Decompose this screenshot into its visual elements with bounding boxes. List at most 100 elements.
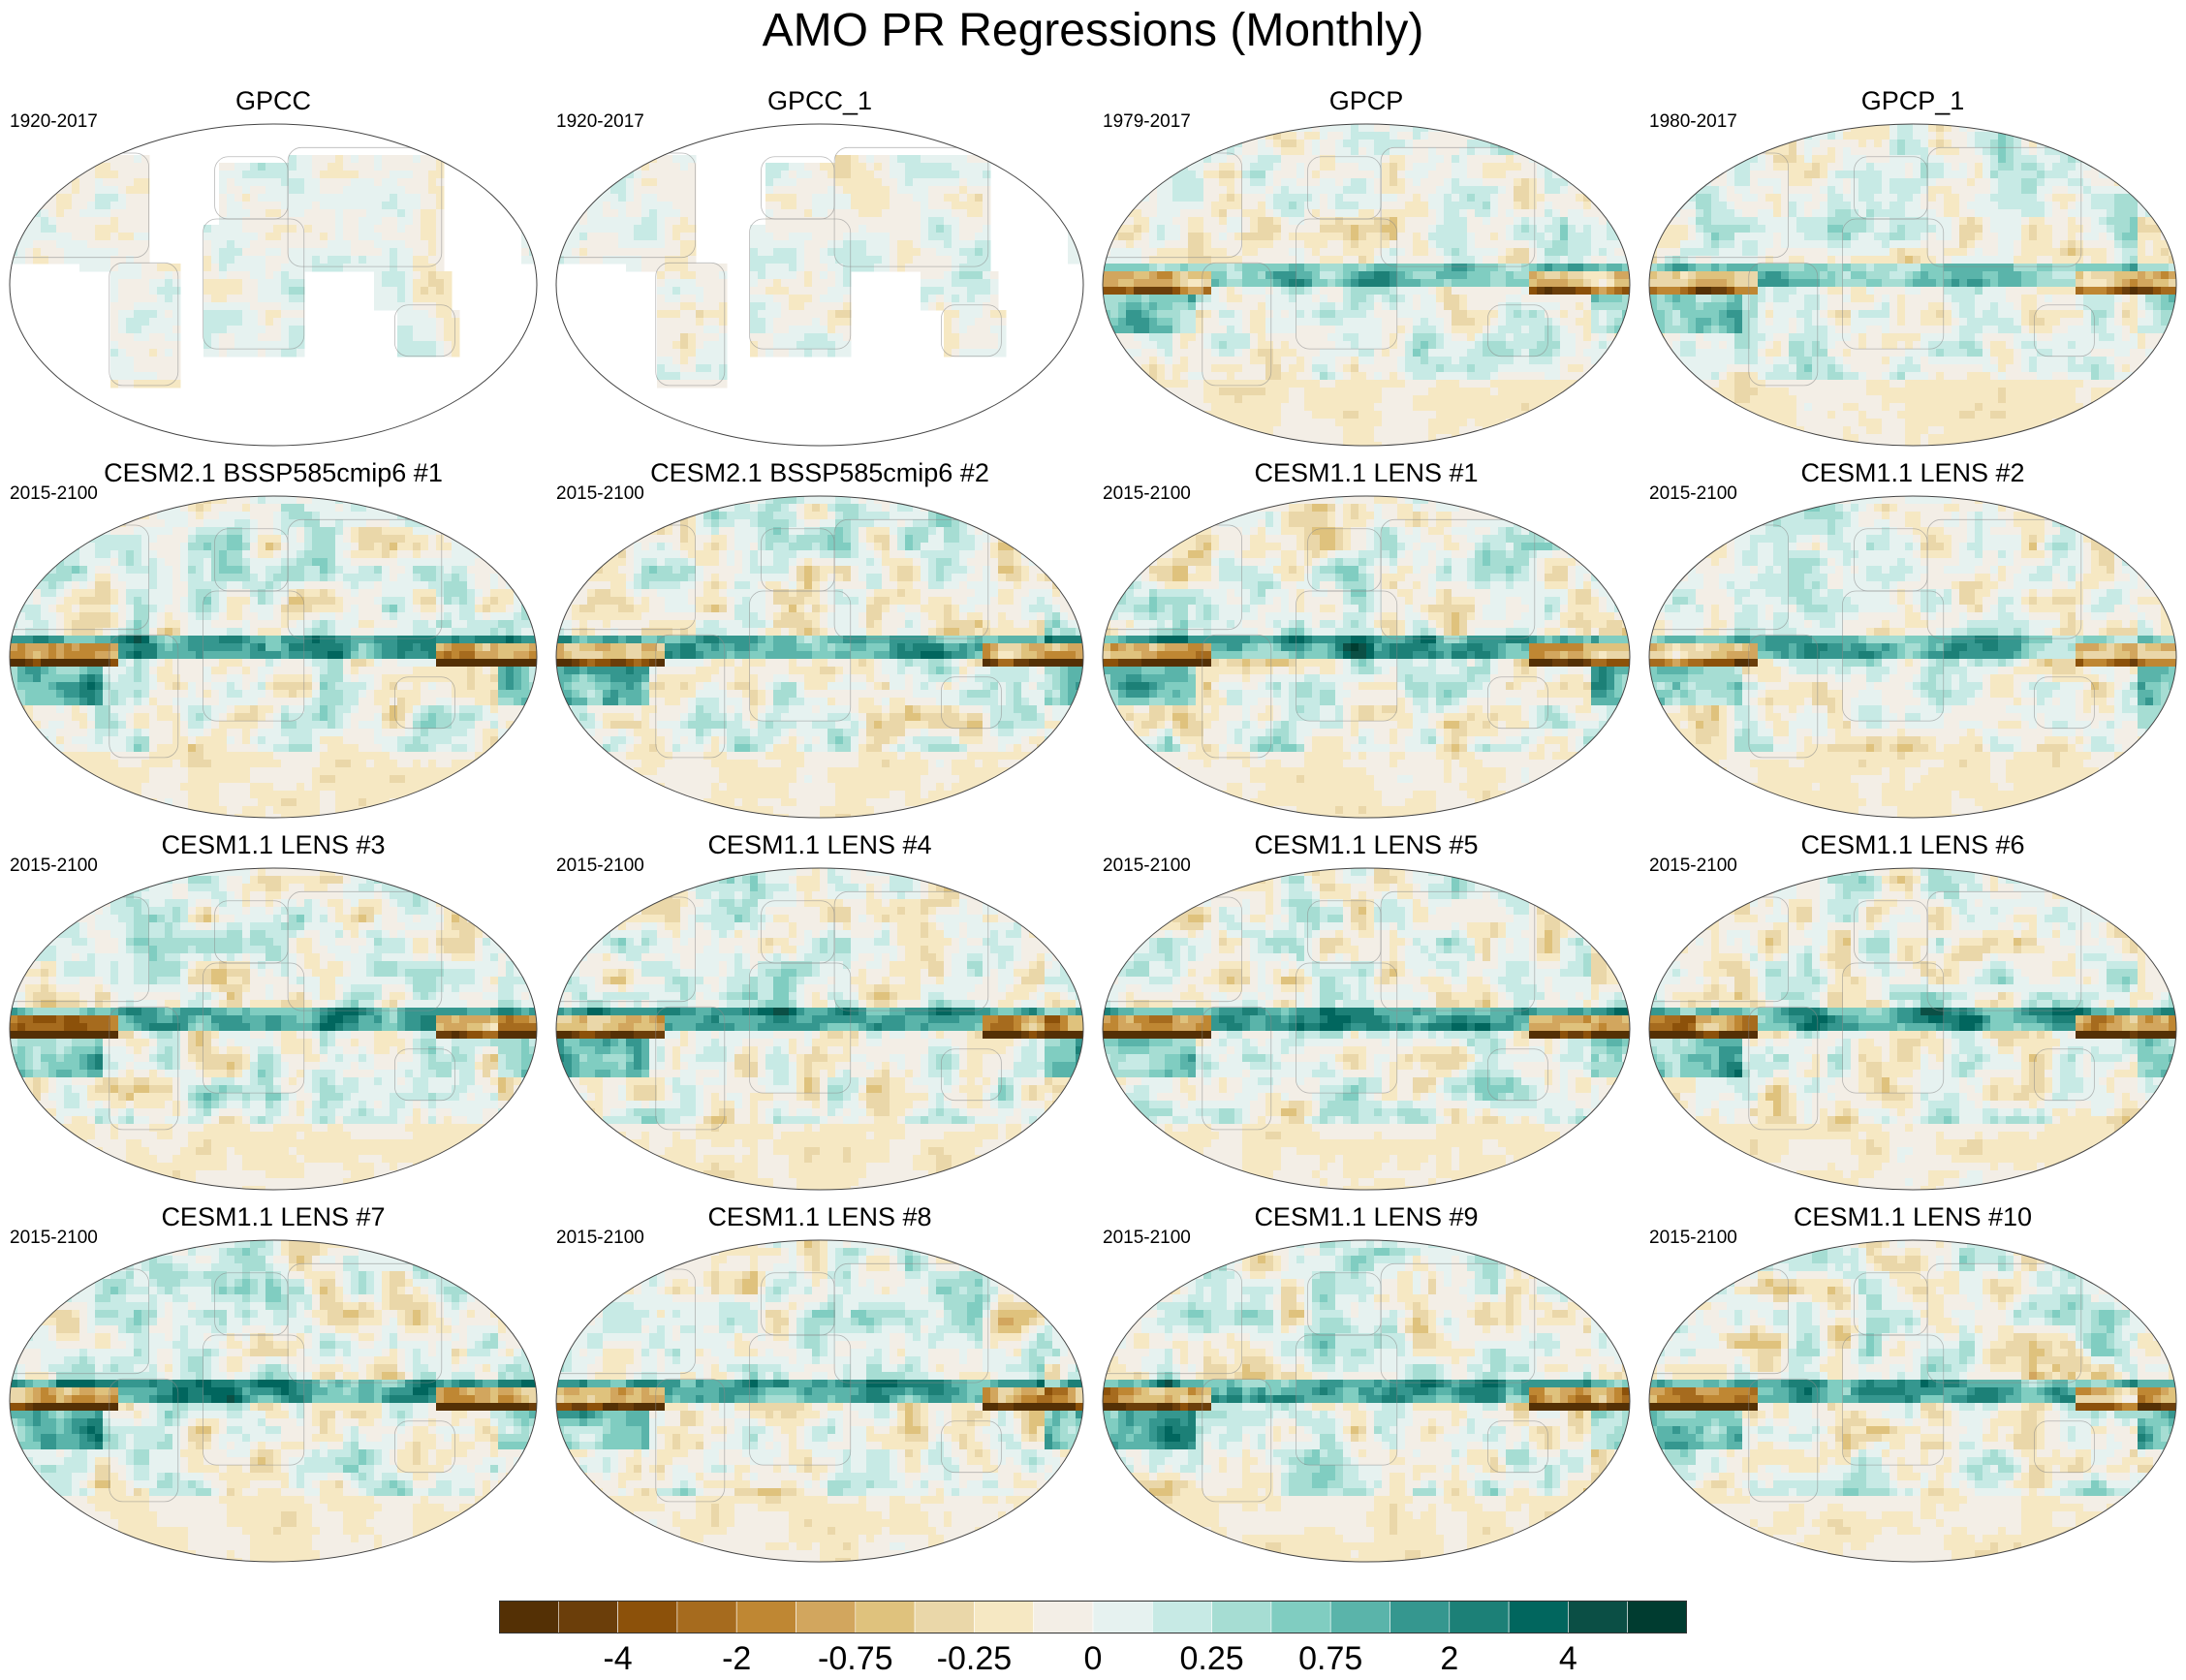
grid-cell: [804, 279, 813, 288]
grid-cell: [1351, 248, 1359, 257]
grid-cell: [1320, 419, 1328, 427]
grid-cell: [1149, 411, 1158, 420]
grid-cell: [556, 178, 565, 187]
grid-cell: [1351, 279, 1359, 288]
grid-cell: [1622, 411, 1630, 420]
grid-cell: [1110, 178, 1119, 187]
grid-cell: [1196, 310, 1204, 319]
grid-cell: [1172, 178, 1181, 187]
grid-cell: [1211, 380, 1220, 389]
grid-cell: [273, 217, 282, 226]
grid-cell: [967, 271, 976, 280]
grid-cell: [765, 233, 774, 241]
grid-cell: [1452, 388, 1460, 396]
grid-cell: [103, 264, 111, 272]
grid-cell: [967, 194, 976, 202]
grid-cell: [773, 209, 782, 218]
grid-cell: [1351, 295, 1359, 303]
grid-cell: [928, 194, 937, 202]
grid-cell: [1304, 233, 1313, 241]
grid-cell: [1103, 349, 1111, 358]
grid-cell: [1327, 419, 1336, 427]
grid-cell: [1103, 333, 1111, 342]
grid-cell: [1560, 225, 1569, 233]
grid-cell: [1343, 326, 1352, 334]
grid-cell: [1537, 341, 1546, 350]
grid-cell: [1242, 295, 1251, 303]
grid-cell: [134, 271, 142, 280]
grid-cell: [758, 233, 766, 241]
grid-cell: [820, 279, 828, 288]
grid-cell: [95, 240, 104, 249]
grid-cell: [172, 364, 181, 373]
grid-cell: [1281, 178, 1290, 187]
grid-cell: [359, 209, 367, 218]
grid-cell: [110, 233, 119, 241]
grid-cell: [959, 217, 968, 226]
grid-cell: [882, 240, 890, 249]
grid-cell: [374, 271, 383, 280]
grid-cell: [1351, 357, 1359, 365]
grid-cell: [273, 202, 282, 210]
grid-cell: [835, 217, 844, 226]
grid-cell: [1157, 279, 1166, 288]
grid-cell: [1614, 403, 1623, 412]
grid-cell: [1157, 186, 1166, 195]
grid-cell: [265, 209, 274, 218]
grid-cell: [1234, 295, 1243, 303]
grid-cell: [343, 178, 352, 187]
grid-cell: [812, 271, 821, 280]
grid-cell: [1273, 279, 1282, 288]
grid-cell: [1498, 287, 1507, 296]
grid-cell: [1452, 178, 1460, 187]
grid-cell: [1149, 364, 1158, 373]
grid-cell: [1622, 171, 1630, 179]
grid-cell: [219, 264, 228, 272]
grid-cell: [1537, 132, 1546, 140]
grid-cell: [1452, 357, 1460, 365]
grid-cell: [1397, 225, 1406, 233]
grid-cell: [1428, 279, 1437, 288]
grid-cell: [1234, 163, 1243, 171]
grid-cell: [1545, 318, 1553, 327]
grid-cell: [1203, 178, 1212, 187]
grid-cell: [641, 202, 650, 210]
grid-cell: [1459, 186, 1468, 195]
grid-cell: [1576, 318, 1584, 327]
grid-cell: [1076, 186, 1083, 195]
grid-cell: [672, 256, 681, 264]
grid-cell: [843, 248, 852, 257]
grid-cell: [1444, 388, 1452, 396]
grid-cell: [1521, 372, 1530, 381]
grid-cell: [1343, 364, 1352, 373]
grid-cell: [1552, 147, 1561, 156]
grid-cell: [1304, 140, 1313, 148]
grid-cell: [1413, 395, 1421, 404]
grid-cell: [1335, 341, 1344, 350]
grid-cell: [1599, 333, 1608, 342]
grid-cell: [1172, 426, 1181, 435]
grid-cell: [789, 194, 797, 202]
grid-cell: [944, 171, 952, 179]
grid-cell: [1490, 419, 1499, 427]
grid-cell: [1358, 403, 1367, 412]
grid-cell: [312, 240, 321, 249]
grid-cell: [110, 333, 119, 342]
grid-cell: [1083, 225, 1089, 233]
grid-cell: [1459, 163, 1468, 171]
grid-cell: [1265, 295, 1274, 303]
grid-cell: [289, 171, 297, 179]
grid-cell: [529, 202, 537, 210]
grid-cell: [1537, 124, 1546, 133]
grid-cell: [64, 248, 73, 257]
grid-cell: [289, 318, 297, 327]
grid-cell: [719, 287, 728, 296]
grid-cell: [1134, 171, 1142, 179]
grid-cell: [1118, 209, 1127, 218]
grid-cell: [1397, 287, 1406, 296]
grid-cell: [1258, 124, 1266, 133]
grid-cell: [250, 295, 259, 303]
grid-cell: [913, 178, 921, 187]
grid-cell: [897, 186, 906, 195]
grid-cell: [428, 202, 437, 210]
